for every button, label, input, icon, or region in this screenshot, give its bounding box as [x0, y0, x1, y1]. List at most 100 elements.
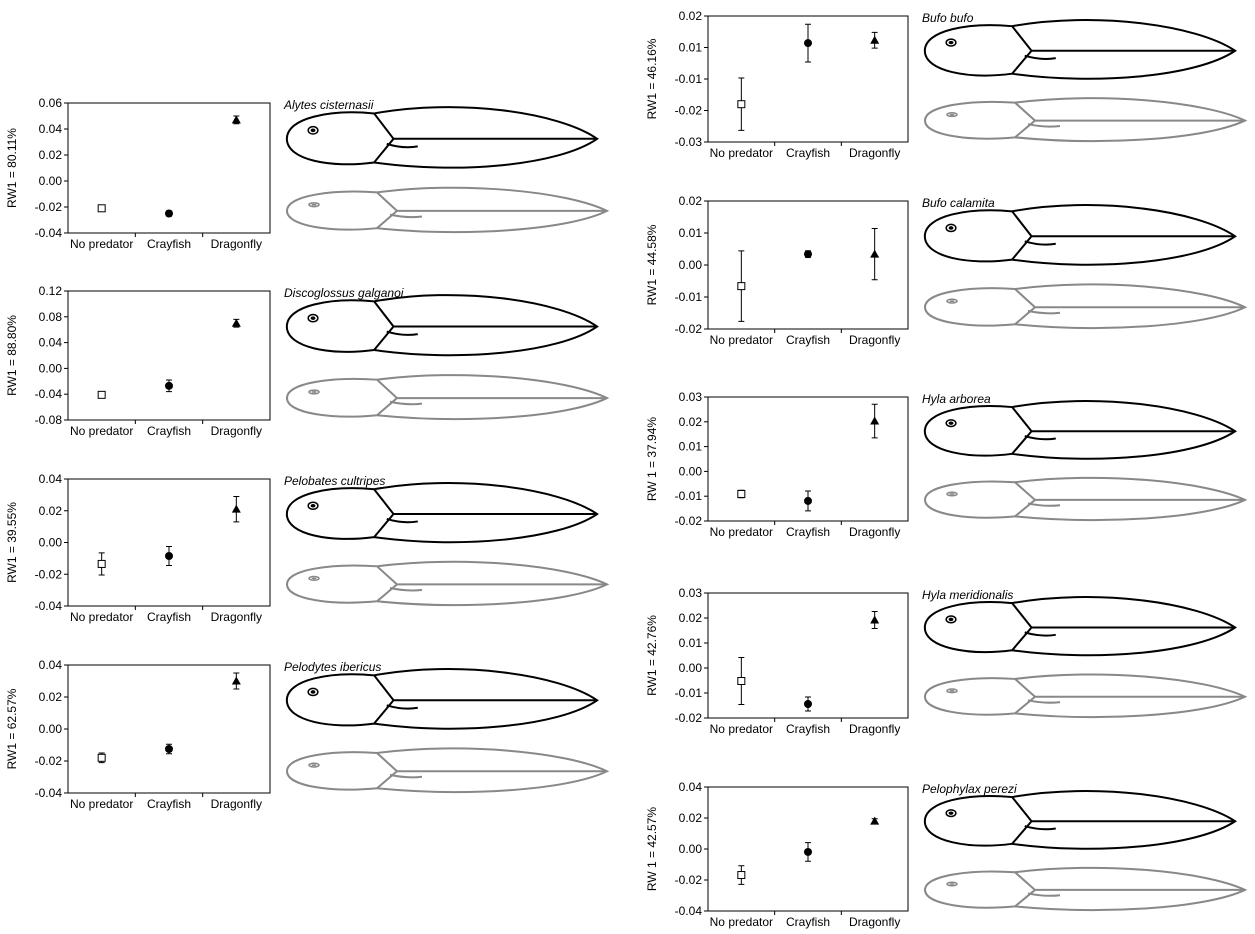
title: Bufo calamita — [922, 196, 995, 210]
tadpole-outline — [390, 402, 422, 404]
x-tick-label: No predator — [710, 333, 773, 347]
tadpole-drawing — [925, 98, 1245, 141]
tadpole-drawing — [925, 478, 1245, 520]
x-tick-label: No predator — [710, 722, 773, 736]
tadpole-pupil — [949, 113, 955, 116]
y-tick-label: -0.02 — [675, 514, 703, 528]
tadpole-drawing — [925, 868, 1245, 910]
x-tick-label: No predator — [70, 424, 133, 438]
tadpole-outline — [925, 406, 1032, 456]
x-tick-label: Dragonfly — [849, 333, 900, 347]
x-tick-label: Dragonfly — [211, 610, 262, 624]
y-tick-label: 0.06 — [39, 96, 63, 110]
tadpole-outline — [925, 678, 1035, 714]
x-tick-label: Crayfish — [147, 610, 191, 624]
y-tick-label: -0.02 — [675, 873, 703, 887]
x-tick-label: Dragonfly — [849, 722, 900, 736]
y-tick-label: 0.04 — [39, 658, 63, 672]
tadpole-pupil — [949, 883, 955, 885]
y-tick-label: 0.00 — [679, 842, 703, 856]
tadpole-pupil — [948, 421, 954, 425]
x-tick-label: No predator — [70, 237, 133, 251]
tadpole-drawing — [287, 375, 607, 419]
tadpole-outline — [377, 188, 607, 232]
title: Pelobates cultripes — [284, 474, 385, 488]
tadpole-eye — [309, 390, 319, 394]
marker — [870, 249, 880, 258]
x-tick-label: Crayfish — [786, 915, 830, 929]
title: Hyla arborea — [922, 392, 991, 406]
x-tick-label: Dragonfly — [211, 797, 262, 811]
marker — [737, 282, 746, 291]
y-tick-label: -0.01 — [675, 686, 703, 700]
tadpole-drawing — [287, 748, 607, 792]
tadpole-pupil — [310, 316, 316, 320]
tadpole-outline — [1012, 791, 1235, 849]
tadpole-outline — [287, 112, 394, 164]
tadpole-eye — [308, 502, 318, 509]
plot-frame — [67, 290, 271, 421]
y-axis-label: RW1 = 42.76% — [645, 615, 659, 696]
marker — [231, 504, 241, 513]
tadpole-drawing — [925, 791, 1235, 849]
tadpole-drawing — [287, 188, 607, 232]
tadpole-drawing — [925, 205, 1235, 265]
marker — [737, 100, 746, 109]
marker — [804, 39, 812, 48]
tadpole-eye — [947, 299, 957, 303]
y-axis-label: RW 1 = 42.57% — [645, 807, 659, 891]
x-tick-label: Crayfish — [147, 797, 191, 811]
panel: -0.02 -0.01 0.00 0.01 0.02 0.03 RW 1 = 37.94% H… — [645, 390, 1245, 539]
panel: -0.02 -0.01 0.00 0.01 0.02 0.03 RW1 = 42.76% Hy… — [645, 586, 1245, 736]
y-tick-label: 0.00 — [39, 536, 63, 550]
y-tick-label: 0.02 — [39, 504, 63, 518]
y-axis-label: RW1 = 46.16% — [645, 38, 659, 119]
title: Pelodytes ibericus — [284, 660, 381, 674]
marker — [870, 35, 880, 44]
y-tick-label: -0.01 — [675, 290, 703, 304]
tadpole-outline — [1025, 56, 1056, 59]
y-tick-label: 0.01 — [679, 226, 703, 240]
tadpole-pupil — [949, 493, 955, 495]
marker — [870, 416, 880, 425]
y-tick-label: 0.12 — [39, 284, 63, 298]
tadpole-pupil — [311, 577, 317, 580]
tadpole-outline — [1025, 436, 1056, 439]
y-tick-label: 0.01 — [679, 440, 703, 454]
tadpole-outline — [390, 215, 422, 217]
tadpole-outline — [1025, 632, 1056, 635]
tadpole-outline — [1012, 597, 1235, 655]
tadpole-outline — [1028, 700, 1060, 702]
x-tick-label: No predator — [70, 610, 133, 624]
tadpole-outline — [390, 775, 422, 777]
tadpole-outline — [925, 602, 1032, 652]
tadpole-outline — [287, 192, 397, 230]
y-tick-label: 0.02 — [39, 690, 63, 704]
y-tick-label: -0.01 — [675, 489, 703, 503]
x-tick-label: No predator — [710, 525, 773, 539]
tadpole-outline — [1012, 205, 1235, 265]
tadpole-drawing — [287, 669, 597, 729]
tadpole-outline — [374, 669, 597, 729]
tadpole-eye — [946, 616, 956, 623]
y-tick-label: 0.00 — [39, 174, 63, 188]
tadpole-outline — [374, 295, 597, 355]
tadpole-outline — [377, 375, 607, 419]
plot-frame — [67, 102, 271, 234]
tadpole-drawing — [925, 284, 1245, 328]
marker — [804, 847, 812, 856]
tadpole-eye — [946, 224, 956, 231]
tadpole-outline — [287, 674, 394, 725]
tadpole-drawing — [925, 401, 1235, 459]
title: Hyla meridionalis — [922, 588, 1013, 602]
y-tick-label: 0.03 — [679, 586, 703, 600]
tadpole-outline — [387, 144, 418, 147]
tadpole-eye — [946, 810, 956, 817]
tadpole-outline — [925, 872, 1035, 908]
y-tick-label: 0.00 — [39, 361, 63, 375]
y-tick-label: -0.08 — [35, 413, 63, 427]
tadpole-pupil — [310, 128, 316, 133]
tadpole-outline — [1025, 826, 1056, 829]
y-axis-label: RW1 = 88.80% — [5, 315, 19, 396]
